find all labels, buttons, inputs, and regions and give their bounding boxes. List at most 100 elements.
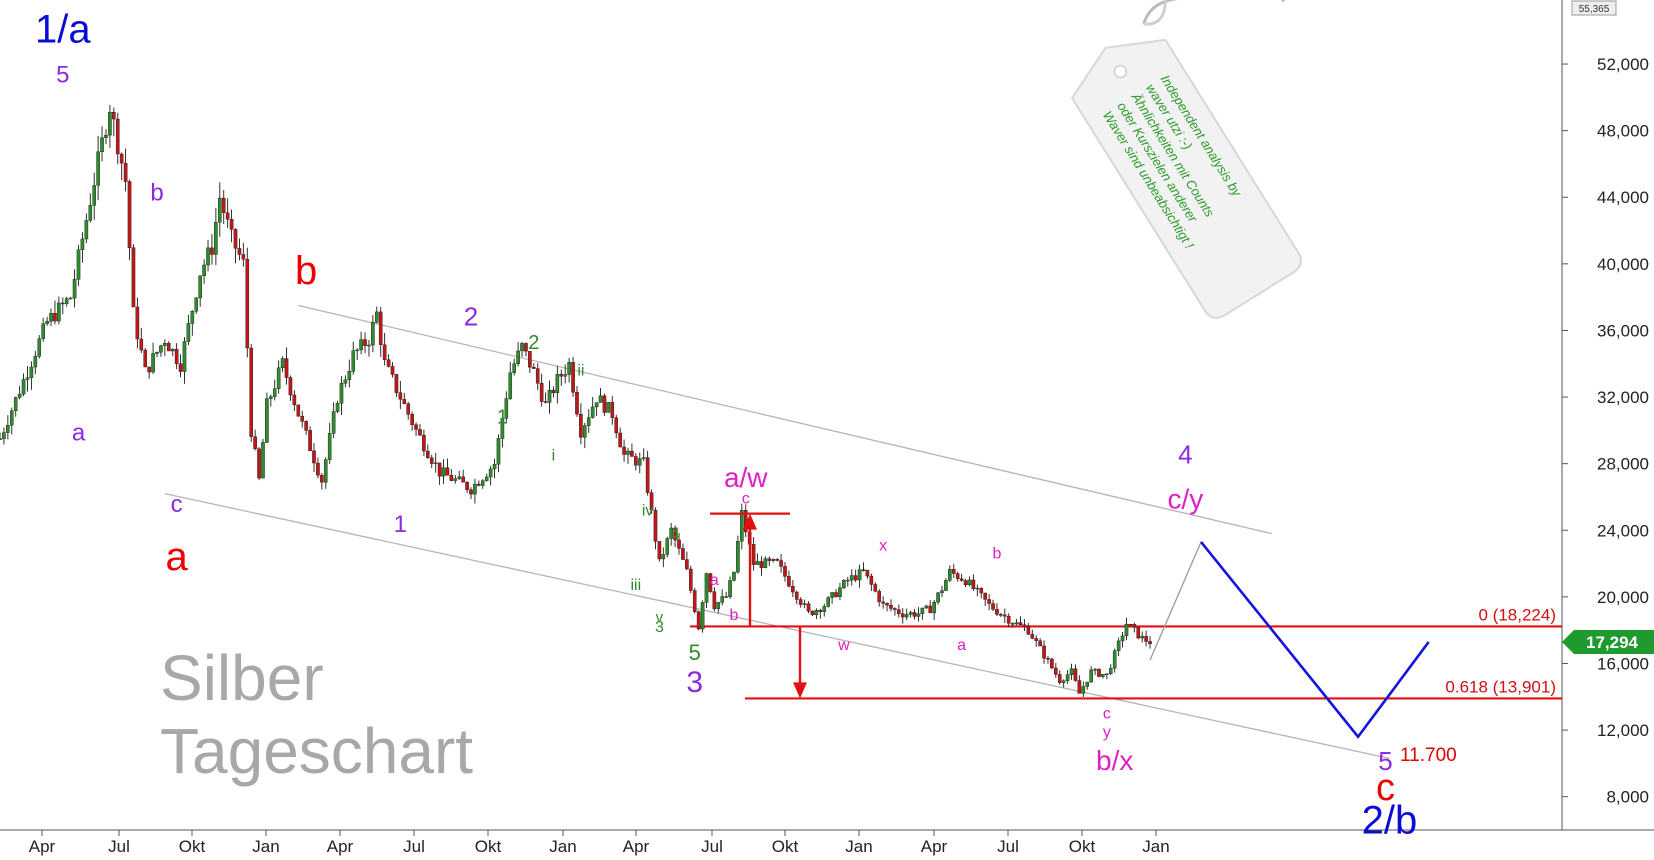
- candle-body: [606, 402, 611, 413]
- projection-path: [1149, 541, 1430, 739]
- candle-body: [92, 185, 96, 206]
- candle-body: [45, 321, 49, 324]
- candle-body: [987, 599, 991, 604]
- candle-body: [445, 467, 450, 476]
- candle-body: [524, 343, 528, 352]
- arrow-down-head: [793, 682, 807, 699]
- wave-label: 3: [655, 619, 664, 636]
- candle-body: [967, 579, 972, 586]
- projection-blue-path: [1200, 541, 1430, 739]
- candle-body: [80, 238, 85, 250]
- candle-body: [728, 580, 732, 598]
- candle-body: [119, 153, 124, 164]
- candle-body: [751, 544, 756, 565]
- candle-body: [88, 205, 93, 221]
- y-tick-label: 44,000: [1597, 188, 1649, 207]
- candle-body: [402, 399, 407, 404]
- last-price-marker: 17,294: [1562, 629, 1654, 654]
- candle-body: [696, 611, 701, 630]
- candle-body: [873, 584, 878, 592]
- candle-body: [320, 475, 324, 483]
- candle-body: [371, 321, 375, 346]
- candle-body: [700, 602, 705, 630]
- candle-body: [798, 599, 803, 605]
- candle-body: [1112, 650, 1117, 669]
- candle-body: [0, 438, 2, 440]
- wave-label: 5: [689, 640, 701, 665]
- candle-body: [622, 446, 626, 455]
- candle-body: [649, 492, 654, 511]
- candle-body: [637, 458, 642, 466]
- candle-body: [551, 389, 556, 394]
- candle-body: [457, 476, 462, 479]
- candle-body: [363, 339, 367, 346]
- candle-body: [61, 302, 65, 305]
- y-tick-label: 36,000: [1597, 321, 1649, 340]
- candle-body: [1054, 667, 1058, 675]
- candle-body: [971, 579, 976, 589]
- candle-body: [520, 343, 524, 352]
- x-tick-label: Jan: [549, 837, 576, 856]
- candle-body: [473, 483, 477, 495]
- candle-body: [763, 558, 768, 568]
- wave-label: b: [730, 607, 739, 624]
- candle-body: [857, 569, 862, 581]
- candle-body: [1089, 669, 1093, 683]
- y-tick-label: 20,000: [1597, 588, 1649, 607]
- candle-body: [1140, 636, 1144, 639]
- fib-label: 0 (18,224): [1479, 605, 1557, 624]
- wave-label: c/y: [1167, 484, 1203, 515]
- candle-body: [995, 609, 999, 615]
- x-tick-label: Jan: [252, 837, 279, 856]
- wave-label: b: [150, 180, 163, 207]
- candle-body: [418, 429, 422, 436]
- candle-body: [84, 220, 89, 240]
- candle-body: [736, 541, 740, 573]
- candle-body: [1018, 622, 1023, 625]
- candle-body: [830, 592, 834, 598]
- candle-body: [759, 561, 764, 568]
- candle-body: [276, 367, 281, 389]
- candle-body: [877, 591, 881, 603]
- wave-label: 2/b: [1362, 798, 1418, 842]
- candle-body: [261, 442, 265, 479]
- candle-body: [1148, 641, 1152, 645]
- candle-body: [33, 356, 38, 368]
- wave-label: b/x: [1096, 745, 1133, 776]
- candle-body: [13, 397, 18, 412]
- candle-body: [806, 603, 811, 612]
- wave-label: ii: [577, 362, 584, 379]
- candle-body: [241, 254, 246, 260]
- candle-body: [166, 343, 171, 352]
- candle-body: [920, 607, 925, 614]
- candle-body: [779, 560, 783, 567]
- x-tick-label: Apr: [327, 837, 354, 856]
- candle-body: [959, 578, 964, 581]
- candle-body: [269, 396, 273, 399]
- candle-body: [182, 341, 187, 372]
- candle-body: [1034, 638, 1038, 641]
- candle-body: [496, 438, 501, 465]
- candle-body: [849, 575, 854, 581]
- y-tick-label: 28,000: [1597, 455, 1649, 474]
- y-tick-label: 32,000: [1597, 388, 1649, 407]
- wave-label: b: [992, 546, 1001, 563]
- wave-label: c: [1103, 705, 1111, 722]
- target-label: 11.700: [1400, 745, 1457, 766]
- candle-body: [645, 457, 650, 493]
- candle-body: [469, 489, 473, 495]
- candle-body: [29, 366, 34, 378]
- candle-body: [6, 425, 10, 433]
- wave-label: 1/a: [35, 7, 91, 51]
- candle-body: [390, 366, 395, 375]
- candle-body: [1073, 668, 1078, 681]
- candle-body: [948, 569, 952, 581]
- wave-labels: 1/a5bacab1212iiiiv4iiiv353abca/wwxabcyb/…: [35, 7, 1417, 842]
- candle-body: [378, 311, 383, 345]
- y-tick-label: 52,000: [1597, 55, 1649, 74]
- candle-body: [712, 591, 717, 610]
- y-top-label: 55,365: [1579, 4, 1610, 15]
- x-tick-label: Okt: [475, 837, 502, 856]
- candle-body: [194, 297, 199, 312]
- candle-body: [159, 345, 163, 353]
